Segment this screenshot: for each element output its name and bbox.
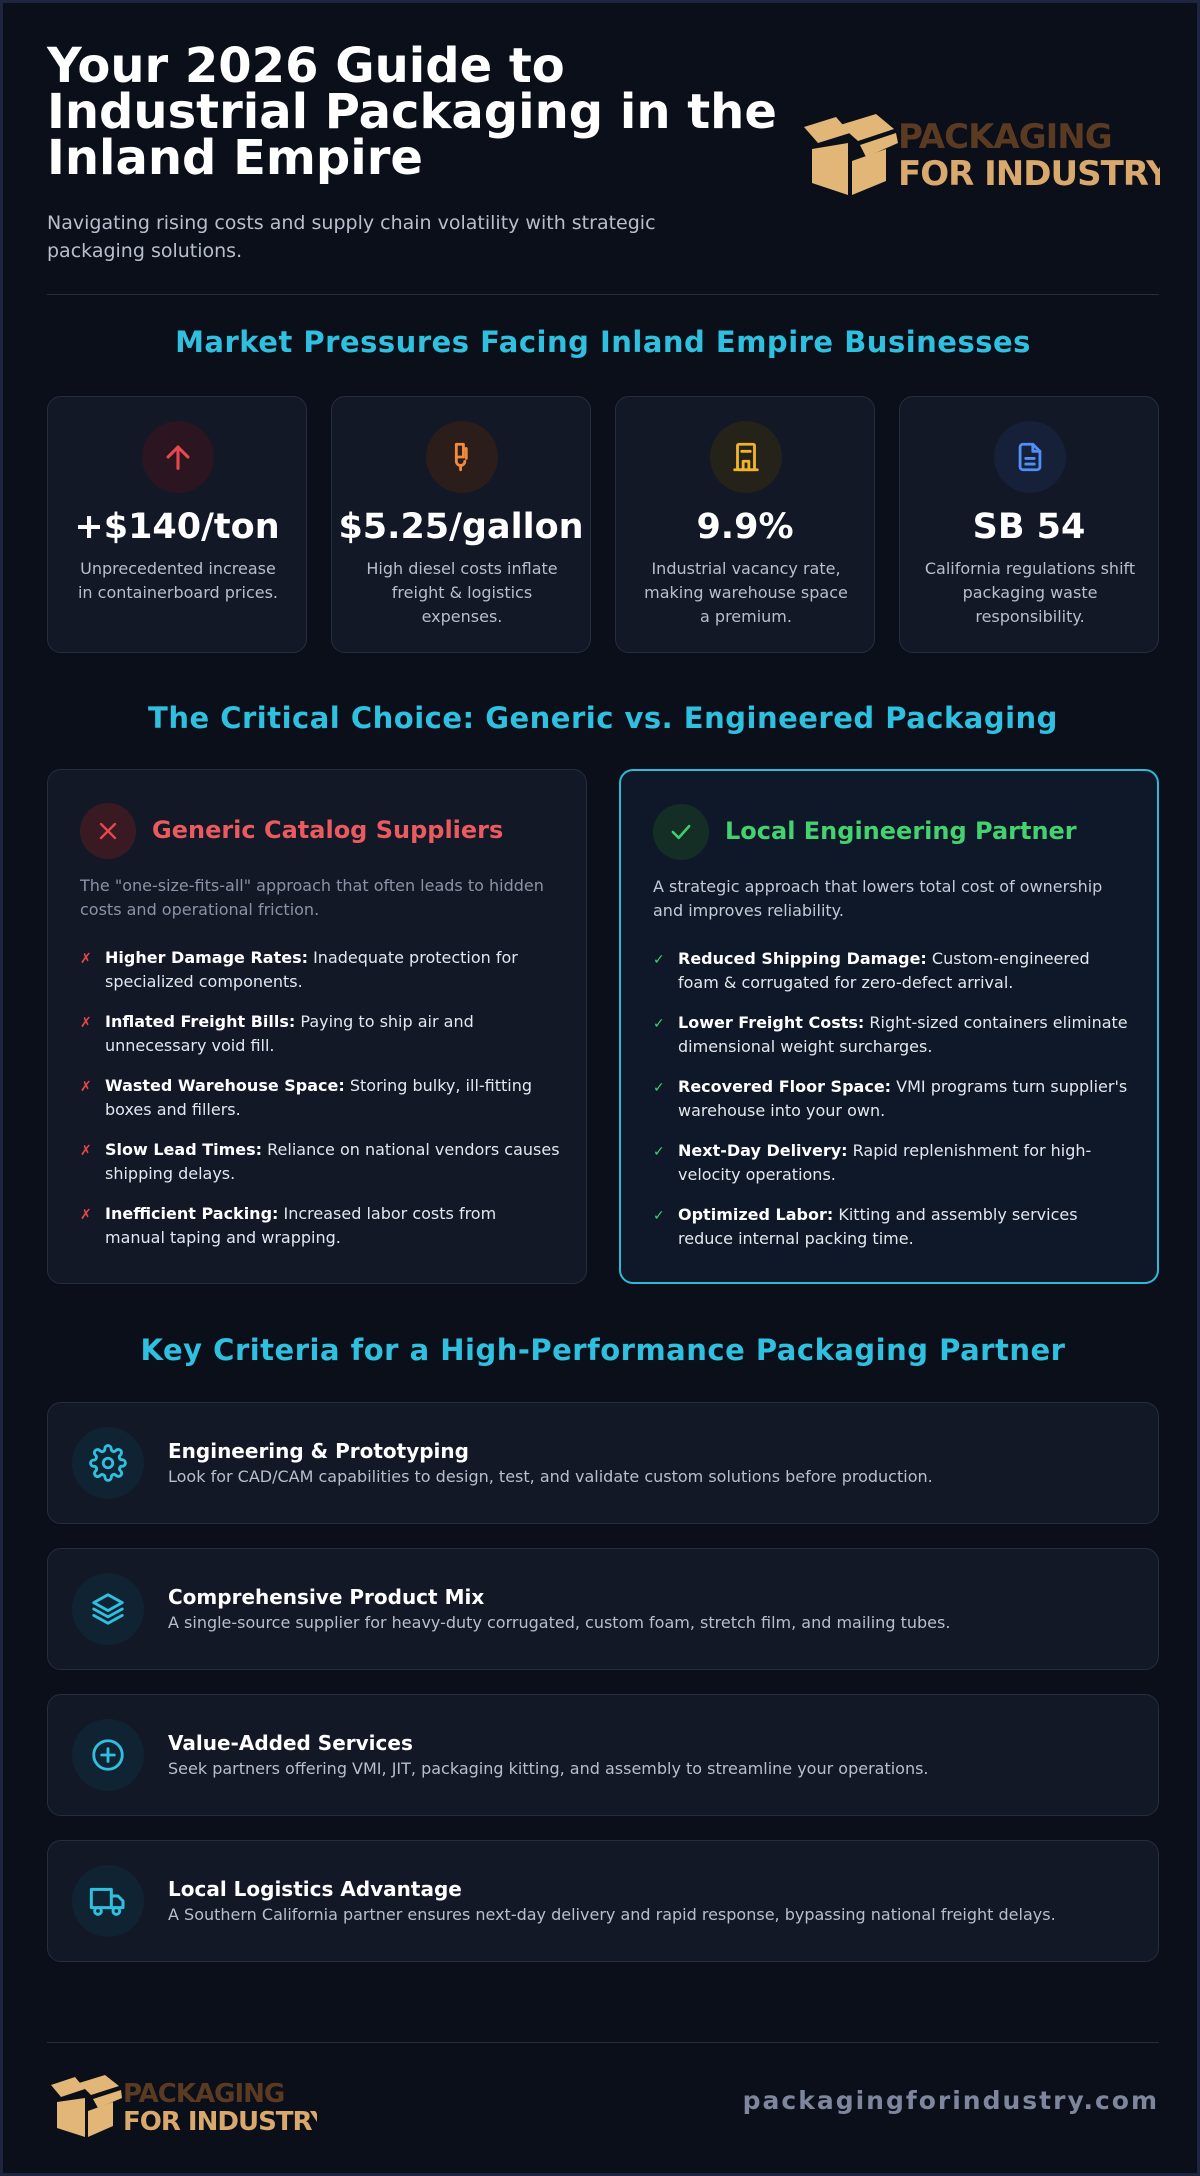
partner-card-title: Local Engineering Partner	[725, 817, 1077, 845]
stat-card-diesel: $5.25/gallon High diesel costs inflate f…	[331, 396, 591, 653]
company-logo: PACKAGING FOR INDUSTRY	[804, 114, 1160, 195]
check-mark-icon: ✓	[653, 1208, 665, 1224]
logo-line-2: FOR INDUSTRY	[123, 2107, 317, 2137]
partner-benefits-list: ✓ Reduced Shipping Damage: Custom-enginee…	[653, 947, 1133, 1267]
plus-circle-icon	[72, 1719, 144, 1791]
logo-line-1: PACKAGING	[123, 2079, 284, 2109]
generic-card-title: Generic Catalog Suppliers	[152, 816, 504, 844]
generic-card-intro: The "one-size-fits-all" approach that of…	[80, 876, 544, 919]
cross-mark-icon: ✗	[80, 951, 92, 967]
stat-description: California regulations shift packaging w…	[924, 559, 1136, 626]
list-item: ✗ Slow Lead Times: Reliance on national v…	[80, 1140, 560, 1183]
criteria-card-value-added: Value-Added Services Seek partners offer…	[47, 1694, 1159, 1816]
list-item: ✓ Optimized Labor: Kitting and assembly s…	[653, 1205, 1078, 1248]
generic-drawbacks-list: ✗ Higher Damage Rates: Inadequate protect…	[80, 946, 560, 1266]
box-logo-icon	[51, 2075, 122, 2137]
list-item: ✓ Recovered Floor Space: VMI programs tur…	[653, 1077, 1128, 1120]
layers-icon	[72, 1573, 144, 1645]
building-icon	[710, 421, 782, 493]
check-mark-icon: ✓	[653, 1016, 665, 1032]
header: Your 2026 Guide to Industrial Packaging …	[47, 38, 1160, 263]
footer-divider	[47, 2042, 1159, 2043]
criteria-section-title: Key Criteria for a High-Performance Pack…	[140, 1333, 1066, 1367]
criteria-description: A single-source supplier for heavy-duty …	[168, 1613, 951, 1632]
list-item: ✓ Lower Freight Costs: Right-sized contai…	[653, 1013, 1128, 1056]
criteria-description: Seek partners offering VMI, JIT, packagi…	[168, 1759, 929, 1778]
x-icon	[80, 803, 136, 859]
list-item: ✓ Next-Day Delivery: Rapid replenishment …	[653, 1141, 1092, 1184]
stats-row: +$140/ton Unprecedented increase in cont…	[47, 396, 1159, 653]
document-icon	[994, 421, 1066, 493]
check-icon	[653, 804, 709, 860]
criteria-title: Value-Added Services	[168, 1731, 413, 1755]
website-link[interactable]: packagingforindustry.com	[742, 2086, 1159, 2115]
cross-mark-icon: ✗	[80, 1015, 92, 1031]
partner-card-intro: A strategic approach that lowers total c…	[653, 877, 1103, 920]
stat-value: SB 54	[972, 507, 1086, 547]
cross-mark-icon: ✗	[80, 1207, 92, 1223]
stat-description: Industrial vacancy rate, making warehous…	[644, 559, 848, 626]
stat-description: Unprecedented increase in containerboard…	[77, 559, 278, 602]
stat-description: High diesel costs inflate freight & logi…	[366, 559, 558, 626]
list-item: ✗ Inefficient Packing: Increased labor co…	[80, 1204, 497, 1247]
truck-icon	[72, 1865, 144, 1937]
engineering-partner-card: Local Engineering Partner A strategic ap…	[619, 769, 1159, 1284]
criteria-description: Look for CAD/CAM capabilities to design,…	[168, 1467, 933, 1486]
check-mark-icon: ✓	[653, 952, 665, 968]
criteria-title: Local Logistics Advantage	[168, 1877, 462, 1901]
criteria-card-product-mix: Comprehensive Product Mix A single-sourc…	[47, 1548, 1159, 1670]
stat-value: 9.9%	[696, 507, 794, 547]
market-section-title: Market Pressures Facing Inland Empire Bu…	[175, 325, 1031, 359]
criteria-title: Engineering & Prototyping	[168, 1439, 469, 1463]
check-mark-icon: ✓	[653, 1080, 665, 1096]
stat-value: $5.25/gallon	[338, 507, 584, 547]
list-item: ✗ Inflated Freight Bills: Paying to ship …	[80, 1012, 474, 1055]
criteria-title: Comprehensive Product Mix	[168, 1585, 485, 1609]
page-subtitle: Navigating rising costs and supply chain…	[47, 212, 656, 262]
stat-card-containerboard: +$140/ton Unprecedented increase in cont…	[47, 396, 307, 653]
page-title: Your 2026 Guide to Industrial Packaging …	[47, 38, 777, 186]
box-logo-icon	[804, 114, 898, 195]
header-divider	[47, 294, 1159, 295]
criteria-description: A Southern California partner ensures ne…	[168, 1905, 1056, 1924]
cross-mark-icon: ✗	[80, 1143, 92, 1159]
choice-section-title: The Critical Choice: Generic vs. Enginee…	[148, 701, 1058, 735]
list-item: ✗ Higher Damage Rates: Inadequate protect…	[80, 948, 518, 991]
list-item: ✓ Reduced Shipping Damage: Custom-enginee…	[653, 949, 1090, 992]
criteria-card-logistics: Local Logistics Advantage A Southern Cal…	[47, 1840, 1159, 1962]
stat-card-sb54: SB 54 California regulations shift packa…	[899, 396, 1159, 653]
logo-line-2: FOR INDUSTRY	[898, 154, 1160, 194]
check-mark-icon: ✓	[653, 1144, 665, 1160]
stat-card-vacancy: 9.9% Industrial vacancy rate, making war…	[615, 396, 875, 653]
list-item: ✗ Wasted Warehouse Space: Storing bulky, …	[80, 1076, 533, 1119]
stat-value: +$140/ton	[74, 507, 280, 547]
fuel-pump-icon	[426, 421, 498, 493]
logo-line-1: PACKAGING	[898, 117, 1112, 157]
arrow-up-icon	[142, 421, 214, 493]
generic-suppliers-card: Generic Catalog Suppliers The "one-size-…	[47, 769, 587, 1284]
footer-logo: PACKAGING FOR INDUSTRY	[51, 2075, 317, 2137]
criteria-card-engineering: Engineering & Prototyping Look for CAD/C…	[47, 1402, 1159, 1524]
gear-icon	[72, 1427, 144, 1499]
cross-mark-icon: ✗	[80, 1079, 92, 1095]
